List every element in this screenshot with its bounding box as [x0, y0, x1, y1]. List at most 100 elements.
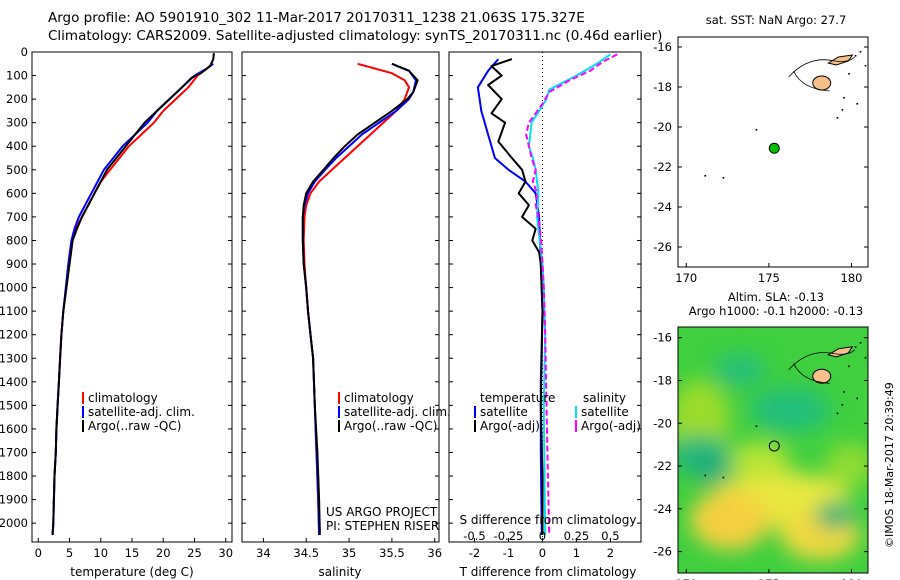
- y-tick-label: 2000: [0, 516, 28, 530]
- x-tick-label: 10: [93, 546, 108, 560]
- y-tick-label: 1400: [0, 375, 28, 389]
- legend-label-satellite: satellite-adj. clim.: [88, 405, 195, 419]
- series-line-s-argo-adj-: [525, 53, 618, 535]
- sla-map: Altim. SLA: -0.13 Argo h1000: -0.1 h2000…: [653, 290, 869, 580]
- reef-outline: [793, 363, 830, 384]
- x-tick-label: -2: [469, 546, 480, 560]
- small-island: [755, 425, 758, 427]
- y-tick-label: 1300: [0, 351, 28, 365]
- copyright-text: ©IMOS 18-Mar-2017 20:39:49: [883, 382, 896, 548]
- lat-tick-label: -16: [653, 40, 672, 54]
- legend-title-salinity: salinity: [583, 391, 626, 405]
- lon-tick-label: 175: [758, 577, 780, 580]
- legend-label-t-satellite: satellite: [480, 405, 528, 419]
- y-tick-label: 800: [6, 233, 28, 247]
- x-tick-label: 2: [607, 546, 614, 560]
- x-tick-label: 34.5: [293, 546, 319, 560]
- small-island: [836, 412, 839, 415]
- small-island: [755, 129, 758, 131]
- lat-tick-label: -20: [653, 120, 672, 134]
- sla-heatmap: [678, 327, 868, 573]
- project-annotation: US ARGO PROJECT: [326, 505, 438, 519]
- small-island: [704, 474, 707, 477]
- small-island: [854, 346, 857, 348]
- y-tick-label: 1800: [0, 469, 28, 483]
- sla-map-frame: [677, 326, 869, 574]
- island-viti-levu: [812, 75, 832, 91]
- sla-map-title: Altim. SLA: -0.13: [728, 290, 824, 304]
- small-island: [841, 404, 844, 406]
- x-tick-label: 20: [156, 546, 171, 560]
- small-island: [859, 341, 862, 344]
- legend-label-climatology: climatology: [88, 391, 158, 405]
- legend-label-s-argo: Argo(-adj): [581, 419, 641, 433]
- x-tick-label: 30: [218, 546, 233, 560]
- legend-label-t-argo: Argo(-adj): [480, 419, 540, 433]
- series-line-t-argo-adj-: [487, 58, 544, 535]
- y-tick-label: 600: [6, 186, 28, 200]
- small-island: [859, 51, 862, 53]
- temperature-axis-label: temperature (deg C): [70, 565, 193, 579]
- island-vanua-levu: [827, 54, 854, 66]
- x-tick-label: -1: [503, 546, 514, 560]
- sst-map-title: sat. SST: NaN Argo: 27.7: [706, 13, 847, 27]
- x-tick-label: 0: [539, 546, 546, 560]
- legend-label-s-satellite: satellite: [581, 405, 629, 419]
- s-tick-label: -0.25: [494, 529, 524, 543]
- y-tick-label: 1100: [0, 304, 28, 318]
- y-tick-label: 700: [6, 210, 28, 224]
- lat-tick-label: -24: [653, 200, 672, 214]
- salinity-plot-frame: [241, 51, 440, 543]
- lon-tick-label: 170: [675, 577, 697, 580]
- salinity-panel: 34 34.5 35 35.5 36: [241, 51, 442, 560]
- x-tick-label: 5: [66, 546, 73, 560]
- lat-tick-label: -26: [653, 240, 672, 254]
- s-tick-label: -0.5: [463, 529, 485, 543]
- legend-label-argo: Argo(..raw -QC): [88, 419, 181, 433]
- small-island: [856, 397, 859, 400]
- small-island: [836, 117, 839, 119]
- small-island: [704, 175, 707, 177]
- small-island: [841, 109, 844, 111]
- reef-outline: [793, 70, 830, 92]
- lon-tick-label: 170: [675, 271, 697, 285]
- y-tick-label: 300: [6, 116, 28, 130]
- x-tick-label: 36: [427, 546, 442, 560]
- x-tick-label: 35: [342, 546, 357, 560]
- lat-tick-label: -24: [653, 502, 672, 516]
- x-tick-label: 25: [187, 546, 202, 560]
- salinity-axis-label: salinity: [318, 565, 361, 579]
- small-island: [843, 97, 845, 99]
- legend-label-argo: Argo(..raw -QC): [344, 419, 437, 433]
- legend-label-climatology: climatology: [344, 391, 414, 405]
- x-tick-label: 15: [125, 546, 140, 560]
- y-tick-label: 1200: [0, 328, 28, 342]
- lon-tick-label: 180: [841, 271, 863, 285]
- x-tick-label: 1: [573, 546, 580, 560]
- lat-tick-label: -22: [653, 459, 672, 473]
- y-tick-label: 100: [6, 69, 28, 83]
- y-tick-label: 900: [6, 257, 28, 271]
- small-island: [856, 103, 859, 105]
- island-vanua-levu: [827, 346, 854, 358]
- series-line-argo-raw-qc-: [51, 53, 215, 535]
- y-tick-label: 1900: [0, 493, 28, 507]
- legend-label-satellite: satellite-adj. clim.: [344, 405, 451, 419]
- small-island: [722, 177, 725, 179]
- y-tick-label: 400: [6, 139, 28, 153]
- y-tick-label: 200: [6, 92, 28, 106]
- x-tick-label: 34: [256, 546, 271, 560]
- small-island: [864, 356, 867, 359]
- s-tick-label: 0.25: [564, 529, 590, 543]
- sst-map: sat. SST: NaN Argo: 27.7 -16 -18 -20 -22 -24…: [653, 13, 869, 285]
- argo-float-marker: [768, 142, 780, 154]
- t-difference-axis-label: T difference from climatology: [459, 565, 637, 579]
- small-island: [848, 365, 850, 368]
- difference-panel: -2 -1 0 1 2 -0.5 -0.25 0 0.25 0.5: [448, 51, 642, 560]
- lat-tick-label: -16: [653, 331, 672, 345]
- y-tick-label: 1500: [0, 398, 28, 412]
- y-tick-label: 1700: [0, 445, 28, 459]
- header-line-1: Argo profile: AO 5901910_302 11-Mar-2017…: [48, 10, 585, 26]
- small-island: [864, 65, 867, 67]
